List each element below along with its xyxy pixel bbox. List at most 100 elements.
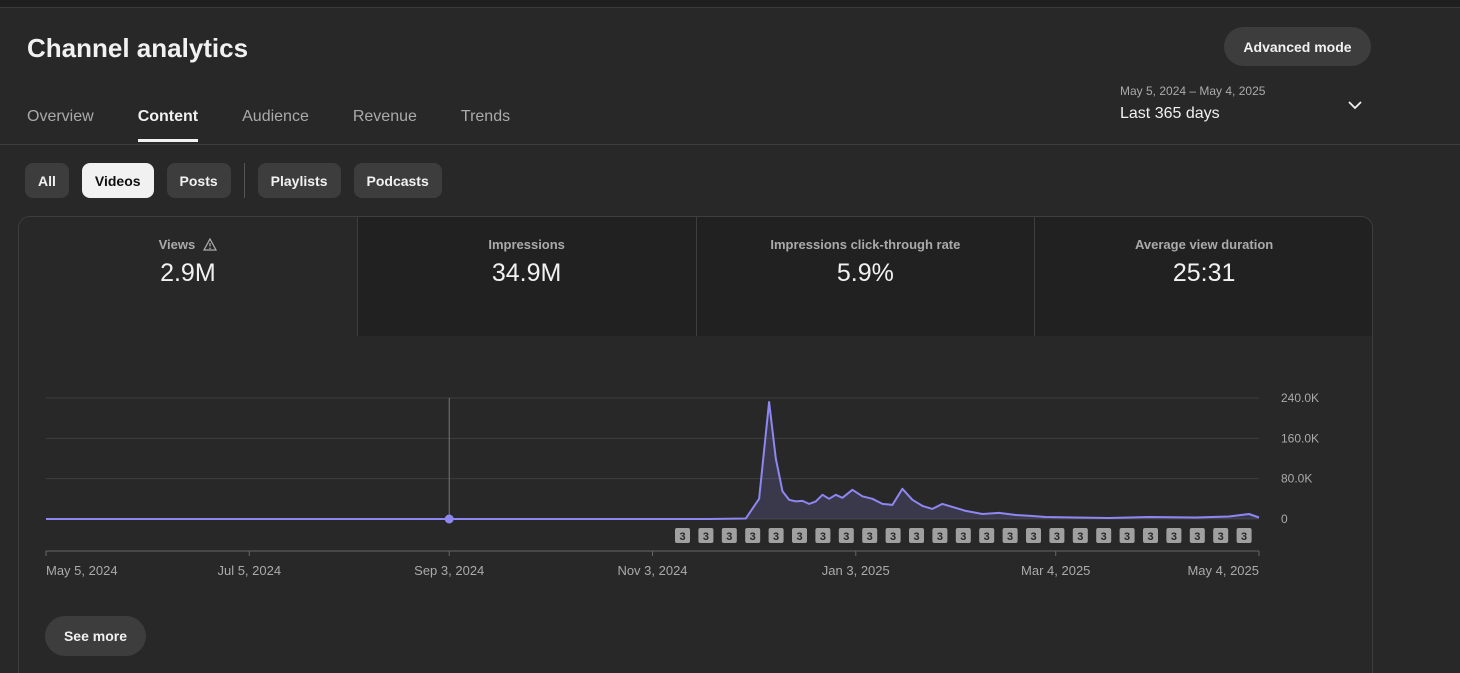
event-marker-label: 3	[1218, 531, 1224, 543]
event-marker-label: 3	[1147, 531, 1153, 543]
event-marker-label: 3	[937, 531, 943, 543]
event-marker	[745, 528, 761, 543]
chip-videos[interactable]: Videos	[81, 163, 154, 198]
analytics-card: Views 2.9M Impressions 34.9M Impressions…	[18, 216, 1373, 673]
y-tick-label: 0	[1281, 512, 1288, 526]
event-marker	[838, 528, 854, 543]
event-marker	[698, 528, 714, 543]
event-marker-label: 3	[679, 531, 685, 543]
metric-label: Views	[158, 237, 196, 252]
top-bar	[0, 0, 1460, 8]
date-range-label[interactable]: Last 365 days	[1120, 105, 1220, 122]
event-marker-label: 3	[1101, 531, 1107, 543]
metric-label: Impressions	[488, 237, 565, 252]
tab-trends[interactable]: Trends	[460, 108, 511, 125]
event-marker-label: 3	[843, 531, 849, 543]
event-marker-label: 3	[703, 531, 709, 543]
metric-value: 5.9%	[836, 259, 894, 287]
metric-value: 25:31	[1172, 259, 1236, 287]
tab-bar: Overview Content Audience Revenue Trends	[27, 108, 554, 142]
series-line	[46, 401, 1260, 520]
metric-views[interactable]: Views 2.9M	[19, 217, 358, 336]
x-tick-label: Jan 3, 2025	[822, 563, 890, 578]
y-tick-label: 240.0K	[1281, 391, 1319, 405]
event-marker-label: 3	[1077, 531, 1083, 543]
y-tick-label: 80.0K	[1281, 472, 1312, 486]
event-marker	[909, 528, 924, 543]
x-tick-label: May 5, 2024	[46, 563, 118, 578]
event-marker-label: 3	[773, 531, 779, 543]
tab-overview[interactable]: Overview	[27, 108, 94, 125]
metric-value: 2.9M	[160, 259, 216, 287]
event-marker-label: 3	[1194, 531, 1200, 543]
content-type-chips: All Videos Posts Playlists Podcasts	[25, 163, 455, 198]
tab-content[interactable]: Content	[137, 108, 199, 142]
event-marker	[932, 528, 948, 543]
metric-label: Impressions click-through rate	[770, 237, 961, 252]
event-marker	[675, 528, 690, 543]
event-marker-label: 3	[1030, 531, 1036, 543]
chip-podcasts[interactable]: Podcasts	[353, 163, 442, 198]
event-marker-label: 3	[1007, 531, 1013, 543]
date-range-text[interactable]: May 5, 2024 – May 4, 2025	[1120, 84, 1266, 98]
event-marker	[721, 528, 737, 543]
event-marker	[1166, 528, 1182, 543]
metric-ctr[interactable]: Impressions click-through rate 5.9%	[696, 217, 1036, 336]
x-tick-label: Nov 3, 2024	[617, 563, 687, 578]
y-tick-label: 160.0K	[1281, 431, 1319, 445]
metric-avg-view-duration[interactable]: Average view duration 25:31	[1035, 217, 1372, 336]
event-marker-label: 3	[1241, 531, 1247, 543]
chip-posts[interactable]: Posts	[166, 163, 231, 198]
chip-divider	[243, 163, 245, 198]
event-marker	[1143, 528, 1158, 543]
chip-all[interactable]: All	[25, 163, 69, 198]
event-marker-label: 3	[820, 531, 826, 543]
event-marker-label: 3	[726, 531, 732, 543]
series-area	[46, 402, 1259, 519]
x-tick-label: Sep 3, 2024	[414, 563, 484, 578]
event-marker	[815, 528, 831, 543]
event-marker	[768, 528, 784, 543]
event-marker-label: 3	[960, 531, 966, 543]
x-tick-label: Mar 4, 2025	[1021, 563, 1090, 578]
event-marker-label: 3	[913, 531, 919, 543]
event-marker-label: 3	[1171, 531, 1177, 543]
metric-value: 34.9M	[491, 259, 562, 287]
event-marker-label: 3	[890, 531, 896, 543]
page-title: Channel analytics	[27, 33, 249, 63]
x-tick-label: Jul 5, 2024	[217, 563, 281, 578]
see-more-button[interactable]: See more	[45, 616, 146, 656]
event-marker	[1096, 528, 1112, 543]
event-marker	[979, 528, 995, 543]
advanced-mode-button[interactable]: Advanced mode	[1224, 27, 1371, 66]
event-marker-label: 3	[750, 531, 756, 543]
event-marker	[1049, 528, 1065, 543]
event-marker	[1189, 528, 1205, 543]
event-marker	[792, 528, 807, 543]
chip-playlists[interactable]: Playlists	[257, 163, 341, 198]
event-marker	[1026, 528, 1041, 543]
event-marker-label: 3	[867, 531, 873, 543]
event-marker	[862, 528, 878, 543]
warning-icon[interactable]	[203, 238, 218, 251]
event-marker	[885, 528, 901, 543]
metric-tabs: Views 2.9M Impressions 34.9M Impressions…	[19, 217, 1372, 336]
event-marker	[1236, 528, 1252, 543]
event-marker-label: 3	[796, 531, 802, 543]
tab-revenue[interactable]: Revenue	[352, 108, 417, 125]
event-marker	[1072, 528, 1088, 543]
hover-point	[444, 514, 454, 524]
event-marker	[1213, 528, 1229, 543]
event-marker	[1002, 528, 1018, 543]
event-marker-label: 3	[984, 531, 990, 543]
event-marker-label: 3	[1124, 531, 1130, 543]
chevron-down-icon[interactable]	[1346, 96, 1364, 114]
views-chart[interactable]: 240.0K 160.0K 80.0K 0 May 5, 2024 Jul 5, 2024…	[19, 217, 1373, 617]
event-marker	[955, 528, 971, 543]
event-marker	[1119, 528, 1135, 543]
x-tick-label: May 4, 2025	[1187, 563, 1259, 578]
tab-audience[interactable]: Audience	[242, 108, 309, 125]
event-marker-label: 3	[1054, 531, 1060, 543]
header-divider	[0, 144, 1460, 145]
metric-impressions[interactable]: Impressions 34.9M	[357, 217, 697, 336]
